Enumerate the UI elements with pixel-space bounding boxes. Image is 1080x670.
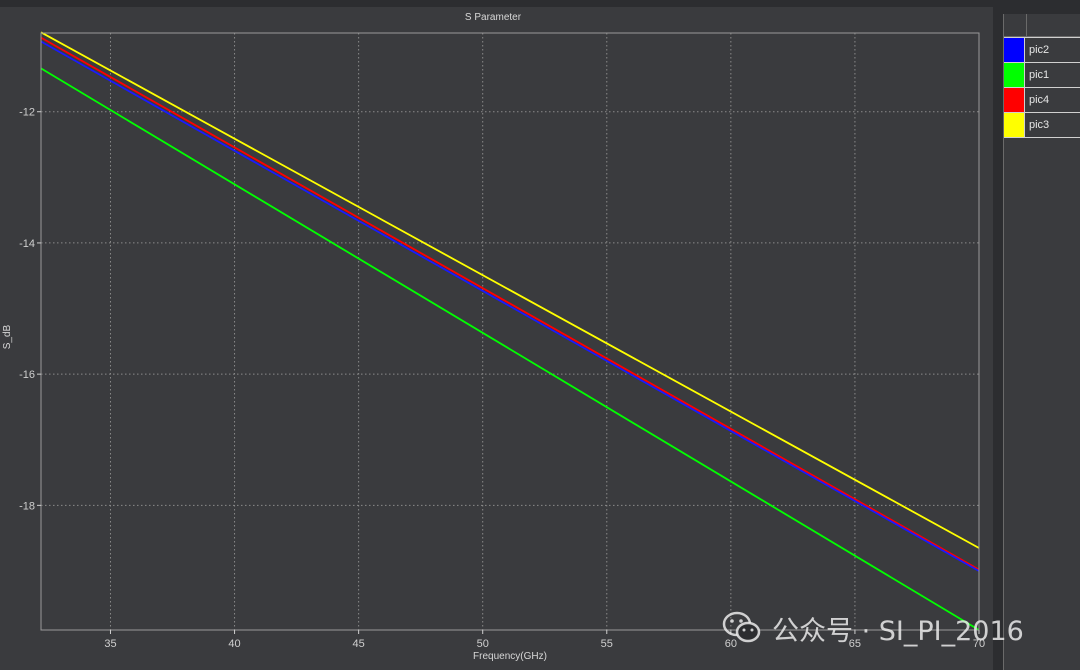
legend-label: pic2 — [1029, 44, 1050, 56]
series-line-pic1 — [40, 67, 980, 631]
legend-item-pic1[interactable]: pic1 — [1004, 63, 1080, 88]
watermark: 公众号 · SI_PI_2016 — [722, 608, 1024, 648]
legend-swatch — [1004, 38, 1025, 62]
watermark-text: 公众号 · SI_PI_2016 — [772, 615, 1024, 647]
legend-swatch — [1004, 113, 1025, 137]
x-tick-label: 55 — [601, 638, 613, 650]
y-tick-label: -16 — [19, 369, 35, 381]
legend-item-pic4[interactable]: pic4 — [1004, 88, 1080, 113]
series-line-pic3 — [40, 31, 980, 549]
x-tick-label: 35 — [104, 638, 116, 650]
x-tick-label: 65 — [849, 638, 861, 650]
legend-item-pic2[interactable]: pic2 — [1004, 38, 1080, 63]
y-tick-label: -18 — [19, 500, 35, 512]
legend-header — [1004, 14, 1080, 37]
x-tick-label: 40 — [228, 638, 240, 650]
plot-window: S Parameter 35 40 45 50 55 60 65 70 -12 -14 -16 -18… — [0, 7, 993, 670]
legend-label: pic3 — [1029, 119, 1050, 131]
legend-swatch — [1004, 63, 1025, 87]
wechat-icon — [722, 611, 761, 643]
legend-header-divider — [1026, 14, 1027, 36]
series-line-pic2 — [40, 40, 980, 572]
legend-list: pic2 pic1 pic4 pic3 — [1004, 37, 1080, 138]
legend-item-pic3[interactable]: pic3 — [1004, 113, 1080, 138]
x-tick-label: 45 — [353, 638, 365, 650]
x-tick-label: 50 — [477, 638, 489, 650]
legend-label: pic1 — [1029, 69, 1050, 81]
series-line-pic4 — [40, 36, 980, 571]
grid-layer — [41, 33, 979, 630]
x-axis-label: Frequency(GHz) — [473, 651, 547, 662]
y-tick-label: -14 — [19, 238, 35, 250]
tick-layer: 35 40 45 50 55 60 65 70 -12 -14 -16 -18 — [19, 107, 985, 650]
plot-area-frame — [40, 32, 980, 631]
s-parameter-chart: S Parameter 35 40 45 50 55 60 65 70 -12 -14 -16 -18… — [2, 12, 985, 662]
series-layer — [40, 31, 980, 631]
chart-title: S Parameter — [465, 12, 522, 23]
y-tick-label: -12 — [19, 107, 35, 119]
y-axis-label: S_dB — [2, 324, 13, 349]
legend-swatch — [1004, 88, 1025, 112]
legend-label: pic4 — [1029, 94, 1050, 106]
legend-panel: pic2 pic1 pic4 pic3 — [1003, 14, 1080, 670]
x-tick-label: 70 — [973, 638, 985, 650]
x-tick-label: 60 — [725, 638, 737, 650]
